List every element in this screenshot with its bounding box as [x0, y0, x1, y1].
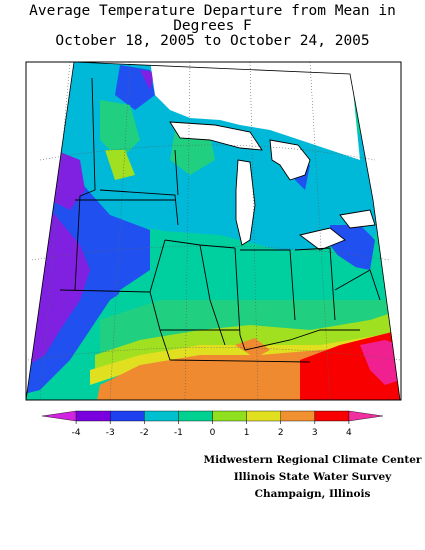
legend-swatch	[348, 410, 384, 422]
lake-ontario	[340, 210, 375, 228]
lake-superior	[170, 122, 262, 150]
legend-swatch	[246, 410, 281, 422]
credit-line-1: Midwestern Regional Climate Center	[203, 454, 422, 466]
legend-swatch	[178, 410, 213, 422]
credit-line-3: Champaign, Illinois	[254, 488, 371, 500]
lake-outlines	[169, 121, 376, 251]
graticule	[27, 61, 401, 401]
legend-tick-label: 3	[312, 428, 318, 438]
legend-tick-label: 0	[210, 428, 216, 438]
band-plus1-north	[105, 150, 135, 180]
canada-unshaded	[150, 62, 360, 160]
legend-swatch	[280, 410, 316, 422]
legend-tick-label: 1	[244, 428, 250, 438]
credit-line-2: Illinois State Water Survey	[233, 471, 392, 483]
legend-bars	[41, 410, 384, 422]
band-zero-north	[100, 100, 140, 160]
legend-swatch	[144, 410, 179, 422]
legend-tick-label: 4	[346, 428, 352, 438]
lake-huron	[270, 140, 310, 180]
legend-swatch	[314, 410, 350, 422]
credits: Midwestern Regional Climate Center Illin…	[200, 452, 425, 503]
title-line-2: October 18, 2005 to October 24, 2005	[55, 33, 370, 49]
contour-fills	[26, 62, 400, 400]
lake-michigan	[236, 160, 255, 245]
band-minus4-north-small	[140, 70, 155, 90]
legend-swatch	[75, 410, 111, 422]
legend-tick-label: -1	[174, 428, 183, 438]
legend-ticks: -4 -3 -2 -1 0 1 2 3 4	[72, 421, 352, 438]
legend-swatch	[109, 410, 145, 422]
legend-swatch	[41, 410, 77, 422]
title-line-1: Average Temperature Departure from Mean …	[29, 3, 396, 34]
legend-tick-label: -2	[140, 428, 149, 438]
legend-tick-label: -4	[72, 428, 81, 438]
band-zero-wisconsin	[170, 130, 215, 175]
legend-tick-label: -3	[106, 428, 115, 438]
map-boundary	[25, 61, 401, 401]
legend-swatch	[212, 410, 247, 422]
map-title: Average Temperature Departure from Mean …	[0, 4, 425, 49]
map-frame	[25, 61, 402, 401]
band-minus1-central	[110, 230, 380, 320]
state-borders	[59, 77, 381, 363]
legend-tick-label: 2	[278, 428, 284, 438]
band-above4	[360, 340, 400, 385]
